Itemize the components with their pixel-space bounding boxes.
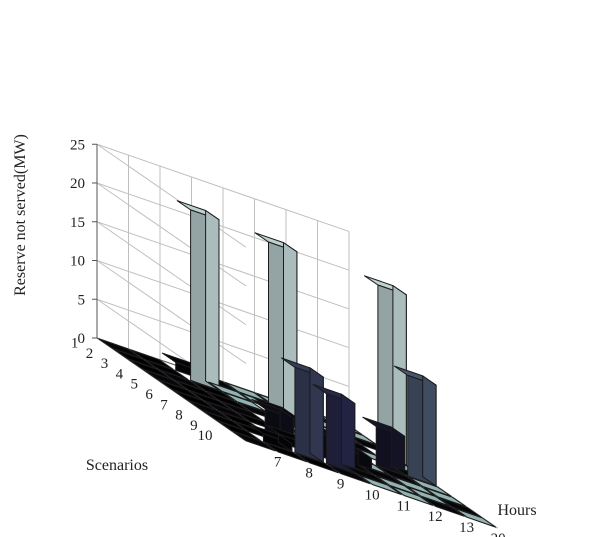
bar [191, 381, 235, 401]
y-axis-title: Scenarios [86, 457, 148, 474]
grid-line [96, 221, 247, 326]
bar [312, 383, 356, 474]
z-tick-label: 20 [70, 176, 85, 192]
scenario-tick-label: 8 [175, 408, 183, 424]
bar [188, 400, 231, 421]
scenario-tick-label: 2 [86, 346, 94, 362]
bar [295, 453, 339, 474]
hour-tick-label: 10 [365, 487, 380, 503]
bar [128, 359, 172, 380]
bar [98, 338, 142, 359]
scenario-tick-label: 3 [101, 356, 109, 372]
bar [130, 349, 174, 370]
bar [113, 348, 157, 369]
grid-line [96, 182, 247, 287]
scenario-tick-label: 5 [131, 377, 139, 393]
bar [145, 359, 188, 380]
bar [189, 390, 233, 411]
z-tick-label: 10 [70, 254, 85, 270]
bar [392, 476, 435, 497]
bar [208, 381, 251, 402]
bar [175, 380, 218, 401]
bar [158, 379, 202, 400]
bar [362, 416, 406, 476]
hour-tick-label: 8 [305, 466, 313, 482]
bar [375, 475, 419, 496]
bar [423, 487, 467, 507]
scenario-tick-label: 1 [71, 336, 79, 352]
bar [360, 465, 404, 486]
z-tick-label: 0 [78, 331, 86, 347]
bar [390, 485, 434, 506]
bar [421, 496, 465, 517]
bar [264, 442, 308, 463]
bar [203, 410, 246, 431]
bar [358, 474, 402, 495]
z-tick-label: 5 [78, 292, 86, 308]
bar [206, 391, 250, 412]
bar [173, 390, 217, 411]
chart-labels: 0510152025789101112132012345678910 [70, 137, 506, 537]
bar [377, 465, 420, 486]
bar [344, 464, 387, 485]
scenario-tick-label: 7 [160, 397, 168, 413]
scenario-tick-label: 9 [190, 418, 198, 434]
bar [453, 507, 497, 528]
hour-tick-label: 7 [274, 455, 282, 471]
bar [249, 424, 293, 452]
bar [160, 370, 203, 391]
bar [327, 464, 371, 484]
grid-line [96, 143, 247, 248]
bar [281, 357, 324, 463]
bar [408, 476, 452, 497]
scenario-tick-label: 6 [145, 387, 153, 403]
z-tick-label: 25 [70, 137, 85, 153]
z-tick-label: 15 [70, 215, 85, 231]
hour-tick-label: 9 [337, 476, 345, 492]
scenario-tick-label: 4 [116, 366, 124, 382]
bar [407, 486, 450, 507]
chart-bars [98, 200, 497, 528]
bar [364, 275, 407, 466]
bar [393, 365, 437, 487]
hour-tick-label: 12 [428, 509, 443, 525]
bar [143, 369, 187, 390]
bar [221, 401, 265, 422]
hour-tick-label: 11 [396, 498, 410, 514]
bar [438, 497, 482, 518]
bar [176, 200, 220, 391]
bar [204, 401, 248, 421]
hour-tick-label: 13 [459, 520, 474, 536]
x-axis-title: Hours [497, 502, 536, 519]
bar [254, 232, 298, 423]
grid-line [96, 260, 247, 364]
scenario-tick-label: 10 [198, 428, 213, 444]
hour-tick-label: 20 [491, 531, 506, 537]
chart-grid [96, 143, 499, 529]
bar [232, 431, 276, 452]
bar [218, 421, 261, 441]
z-axis-title: Reserve not served(MW) [12, 134, 29, 296]
